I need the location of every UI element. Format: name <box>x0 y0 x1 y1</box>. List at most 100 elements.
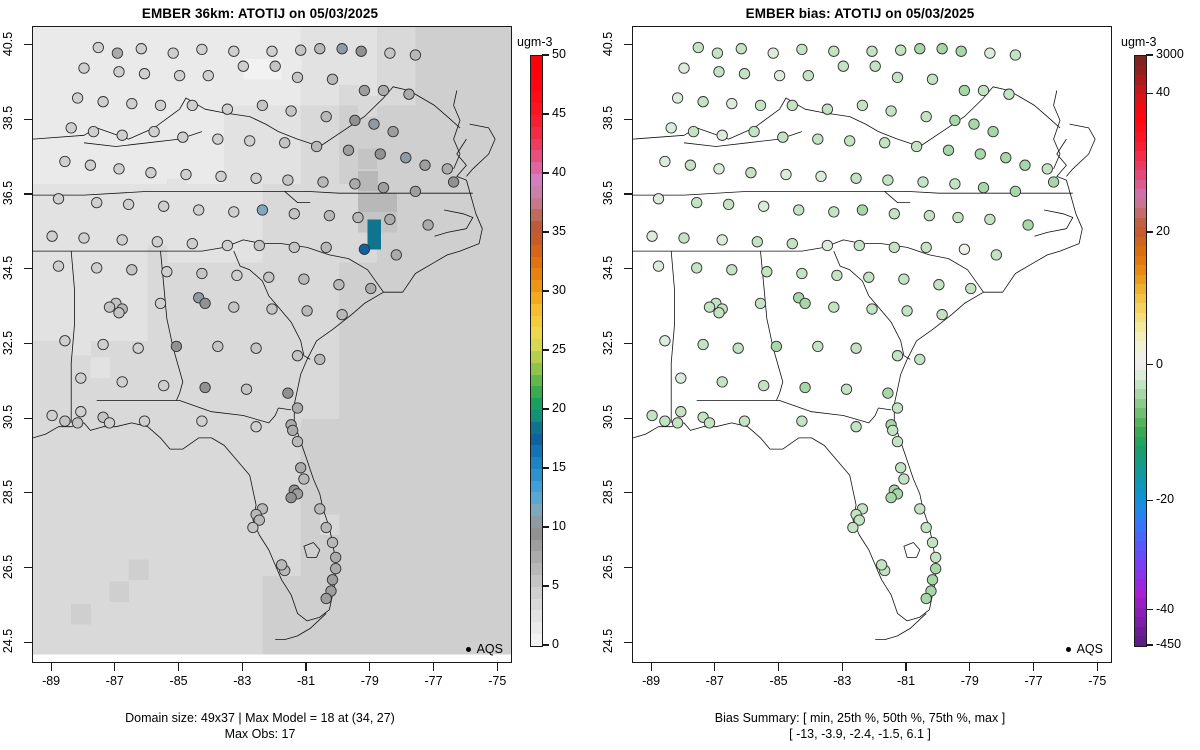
y-axis-label: 26.5 <box>601 554 615 579</box>
x-axis-label: -79 <box>360 674 379 688</box>
y-axis-tick <box>24 567 32 569</box>
y-axis-label: 34.5 <box>601 255 615 280</box>
colorbar-tick-label: 5 <box>552 578 559 592</box>
y-axis-tick <box>624 567 632 569</box>
colorbar-tick-label: -40 <box>1156 601 1175 616</box>
colorbar-tick <box>1146 644 1153 646</box>
x-axis-tick <box>650 663 652 671</box>
y-axis-tick <box>624 268 632 270</box>
bias-map-canvas <box>633 27 1111 662</box>
filled-circle-icon <box>465 646 471 652</box>
colorbar-tick-label: 40 <box>1156 85 1170 100</box>
y-axis-label: 40.5 <box>601 31 615 56</box>
colorbar-gradient <box>530 55 543 647</box>
y-axis-label: 24.5 <box>601 629 615 654</box>
x-axis-label: -77 <box>1024 674 1043 688</box>
colorbar-tick <box>542 290 549 292</box>
x-axis-label: -89 <box>642 674 661 688</box>
colorbar-tick <box>1146 364 1153 366</box>
model-panel-title: EMBER 36km: ATOTIJ on 05/03/2025 <box>141 6 379 21</box>
model-panel: EMBER 36km: ATOTIJ on 05/03/2025 AQS 24.… <box>1 6 566 741</box>
y-axis-label: 36.5 <box>1 180 15 206</box>
y-axis-label: 40.5 <box>1 31 15 56</box>
y-axis-tick <box>624 44 632 46</box>
colorbar-tick <box>1146 92 1153 94</box>
y-axis-label: 24.5 <box>1 629 15 654</box>
y-axis-tick <box>24 417 32 419</box>
x-axis-tick <box>305 663 307 671</box>
model-map-svg <box>33 27 511 655</box>
x-axis-tick <box>1096 663 1098 671</box>
colorbar-tick-label: 50 <box>552 47 566 61</box>
x-axis-tick <box>714 663 716 671</box>
colorbar-tick <box>542 526 549 528</box>
colorbar-tick <box>542 349 549 351</box>
colorbar-tick-label: 35 <box>552 224 566 238</box>
colorbar-tick <box>542 408 549 410</box>
colorbar-tick <box>542 231 549 233</box>
x-axis-tick <box>241 663 243 671</box>
y-axis-tick <box>24 492 32 494</box>
x-axis-tick <box>841 663 843 671</box>
aqs-legend-label: AQS <box>476 642 503 656</box>
colorbar-tick <box>1146 609 1153 611</box>
colorbar-tick-label: -20 <box>1156 492 1175 507</box>
colorbar-tick <box>1146 54 1153 56</box>
x-axis-label: -89 <box>42 674 61 688</box>
colorbar-tick-label: 20 <box>1156 224 1170 238</box>
x-axis-label: -87 <box>705 674 724 688</box>
y-axis-tick <box>24 44 32 46</box>
y-axis-label: 32.5 <box>1 330 15 355</box>
x-axis-tick <box>177 663 180 671</box>
colorbar-tick-label: 30 <box>552 283 566 297</box>
colorbar-tick <box>542 467 549 469</box>
y-axis-tick <box>624 118 632 120</box>
y-axis-tick <box>624 417 632 419</box>
y-axis-tick <box>624 193 632 195</box>
x-axis-label: -83 <box>233 674 252 688</box>
colorbar-tick-label: 20 <box>552 401 566 415</box>
colorbar-tick <box>542 54 549 56</box>
aqs-legend-left: AQS <box>465 642 503 656</box>
colorbar-tick-label: 45 <box>552 106 566 120</box>
colorbar-unit-label: ugm-3 <box>517 35 553 49</box>
colorbar-tick-label: -450 <box>1156 637 1182 651</box>
filled-circle-icon <box>1065 646 1071 652</box>
colorbar-tick <box>542 585 549 587</box>
colorbar-tick-label: 25 <box>552 342 566 356</box>
x-axis-tick <box>969 663 971 671</box>
aqs-legend-label: AQS <box>1076 642 1103 656</box>
x-axis-label: -77 <box>424 674 443 688</box>
y-axis-label: 28.5 <box>1 479 15 505</box>
y-axis-tick <box>624 492 632 494</box>
colorbar-tick-label: 0 <box>1156 356 1163 371</box>
y-axis-label: 26.5 <box>1 554 15 579</box>
model-map-plot[interactable]: AQS <box>32 26 512 663</box>
x-axis-label: -79 <box>960 674 979 688</box>
colorbar-tick <box>542 172 549 174</box>
bias-map-svg <box>633 41 1096 640</box>
colorbar-tick <box>1146 499 1153 502</box>
x-axis-tick <box>114 663 116 671</box>
x-axis-label: -85 <box>169 674 188 688</box>
bias-map-plot[interactable]: AQS <box>632 26 1112 663</box>
y-axis-label: 30.5 <box>601 405 615 430</box>
model-footer-line2: Max Obs: 17 <box>224 727 296 741</box>
aqs-legend-right: AQS <box>1065 642 1103 656</box>
x-axis-label: -75 <box>488 674 507 688</box>
model-footer-line1: Domain size: 49x37 | Max Model = 18 at (… <box>125 711 395 725</box>
x-axis-tick <box>777 663 780 671</box>
y-axis-label: 38.5 <box>601 106 615 131</box>
y-axis-label: 30.5 <box>1 405 15 430</box>
x-axis-label: -75 <box>1088 674 1107 688</box>
colorbar-tick <box>1146 231 1153 233</box>
bias-footer-line2: [ -13, -3.9, -2.4, -1.5, 6.1 ] <box>789 727 931 741</box>
x-axis-tick <box>496 663 498 671</box>
bias-panel: EMBER bias: ATOTIJ on 05/03/2025 AQS 24.… <box>600 0 1200 750</box>
bias-panel-title: EMBER bias: ATOTIJ on 05/03/2025 <box>745 6 975 21</box>
y-axis-tick <box>24 193 32 195</box>
colorbar-tick-label: 10 <box>552 519 566 533</box>
x-axis-tick <box>369 663 371 671</box>
x-axis-tick <box>905 663 907 671</box>
y-axis-label: 38.5 <box>1 106 15 131</box>
